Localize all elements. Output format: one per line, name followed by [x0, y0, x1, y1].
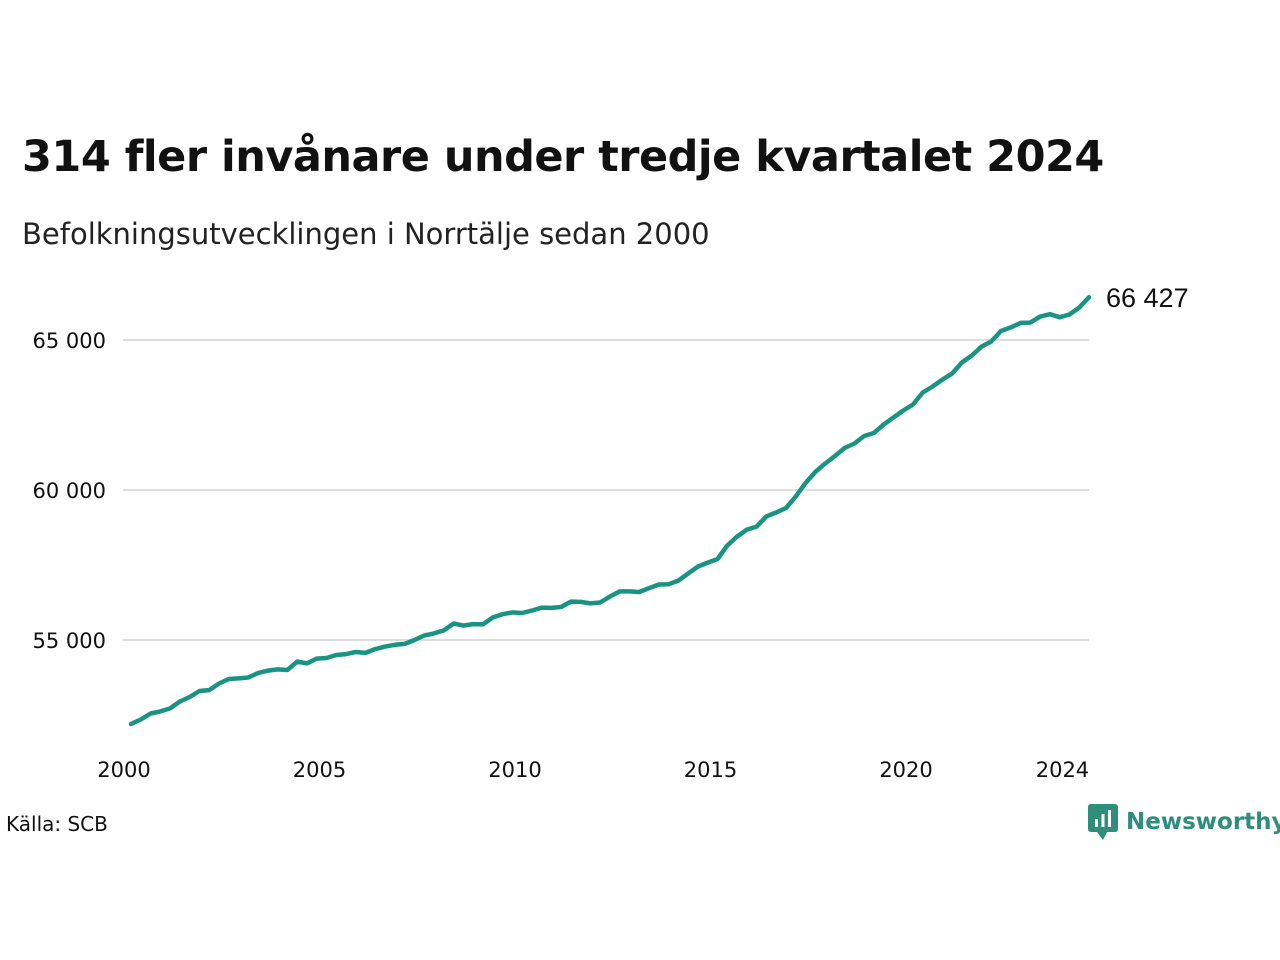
- population-line: [128, 294, 1092, 727]
- newsworthy-icon: [1088, 804, 1118, 840]
- x-tick-label: 2020: [879, 758, 932, 782]
- source-note: Källa: SCB: [6, 812, 108, 836]
- end-value-label: 66 427: [1106, 283, 1189, 313]
- y-tick-label: 55 000: [33, 629, 106, 653]
- x-tick-label: 2010: [488, 758, 541, 782]
- grid-lines: [123, 339, 1089, 641]
- y-axis-ticks: 55 000 60 000 65 000: [33, 329, 106, 653]
- x-tick-label: 2005: [293, 758, 346, 782]
- y-tick-label: 65 000: [33, 329, 106, 353]
- x-tick-label: 2015: [684, 758, 737, 782]
- x-tick-label: 2000: [97, 758, 150, 782]
- brand-name: Newsworthy: [1126, 809, 1280, 835]
- x-tick-label: 2024: [1036, 758, 1089, 782]
- chart-title: 314 fler invånare under tredje kvartalet…: [22, 132, 1104, 182]
- chart-subtitle: Befolkningsutvecklingen i Norrtälje seda…: [22, 217, 710, 251]
- newsworthy-logo: Newsworthy: [1088, 804, 1280, 840]
- y-tick-label: 60 000: [33, 479, 106, 503]
- x-axis-ticks: 2000 2005 2010 2015 2020 2024: [97, 758, 1089, 782]
